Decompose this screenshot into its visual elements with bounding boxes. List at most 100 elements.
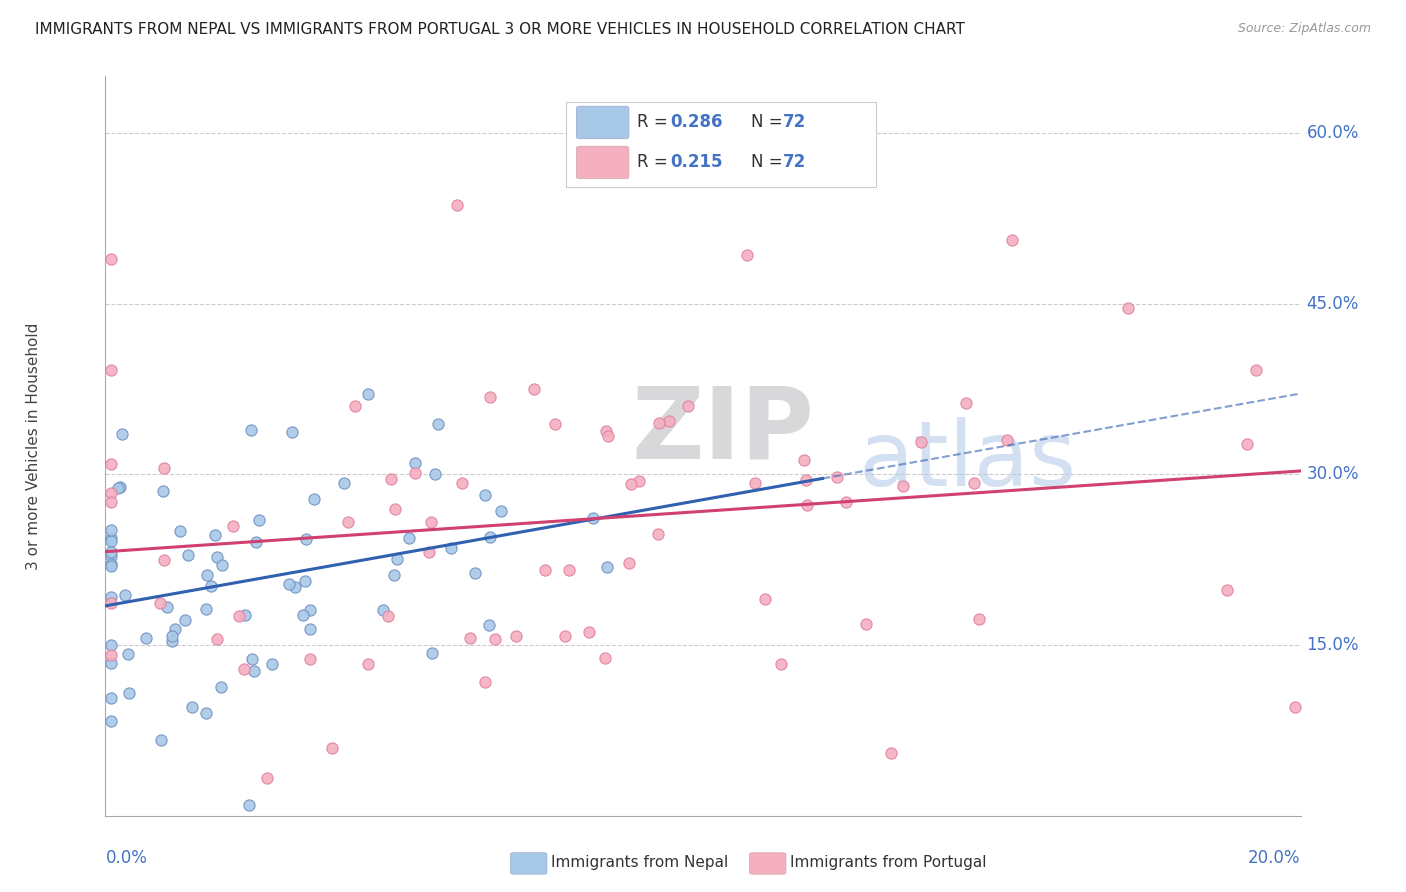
Point [243,665,266,679]
Point [100,648,122,662]
Point [357,387,380,401]
Point [135,631,157,645]
Point [153,553,176,567]
Text: 30.0%: 30.0% [1306,466,1360,483]
Point [256,772,278,786]
FancyBboxPatch shape [565,102,876,187]
Point [744,475,766,490]
Point [162,629,184,643]
Text: Immigrants from Nepal: Immigrants from Nepal [551,855,728,870]
Point [440,541,463,556]
Point [100,638,122,652]
Point [100,545,122,559]
Point [450,475,472,490]
Point [1001,233,1024,247]
Point [678,399,700,413]
Point [247,513,270,527]
Point [557,563,579,577]
Point [100,596,122,610]
Point [262,657,284,671]
Text: IMMIGRANTS FROM NEPAL VS IMMIGRANTS FROM PORTUGAL 3 OR MORE VEHICLES IN HOUSEHOL: IMMIGRANTS FROM NEPAL VS IMMIGRANTS FROM… [35,22,965,37]
Point [377,608,399,623]
Point [298,651,321,665]
Point [398,531,420,545]
Text: N =: N = [751,153,787,171]
Point [596,428,619,442]
Point [100,534,122,549]
Text: Immigrants from Portugal: Immigrants from Portugal [790,855,987,870]
Point [100,549,122,563]
Point [194,706,217,720]
Point [1244,363,1267,377]
Point [648,416,671,430]
Text: 15.0%: 15.0% [1306,636,1360,655]
Point [209,680,232,694]
Point [240,651,263,665]
Point [460,631,482,645]
Point [404,466,426,480]
Text: ZIP: ZIP [631,383,814,480]
Point [177,548,200,562]
Point [796,473,818,487]
Point [464,566,486,580]
Point [505,629,527,643]
Text: R =: R = [637,113,673,131]
Point [174,613,197,627]
Point [478,530,501,544]
Point [647,527,669,541]
Point [380,472,402,486]
Point [419,515,441,529]
Point [291,608,314,623]
Point [385,552,408,566]
Point [160,634,183,648]
Point [1116,301,1139,315]
Point [100,457,122,471]
Point [425,467,447,482]
Point [418,545,440,559]
Point [100,363,122,377]
Point [200,579,222,593]
Point [180,700,202,714]
Point [280,425,302,439]
Point [100,252,122,266]
Point [595,424,617,438]
Point [233,608,256,623]
Point [523,382,546,396]
Point [891,479,914,493]
Point [284,580,307,594]
FancyBboxPatch shape [576,146,628,178]
Point [238,797,260,812]
Point [298,622,321,636]
Text: Source: ZipAtlas.com: Source: ZipAtlas.com [1237,22,1371,36]
Point [596,559,619,574]
Point [404,457,426,471]
Point [533,562,555,576]
Text: 0.286: 0.286 [671,113,723,131]
Point [204,528,226,542]
Point [205,632,228,646]
Point [333,476,356,491]
Point [100,486,122,500]
Point [302,491,325,506]
Point [337,515,360,529]
Point [100,523,122,537]
Point [373,603,395,617]
Text: 60.0%: 60.0% [1306,124,1360,142]
Point [484,632,506,646]
Point [111,427,134,442]
Text: 45.0%: 45.0% [1306,294,1360,312]
Point [382,567,405,582]
Point [426,417,449,431]
Point [233,662,256,676]
Point [222,519,245,533]
Text: 20.0%: 20.0% [1249,849,1301,868]
Text: 72: 72 [783,113,806,131]
Point [110,480,132,494]
Point [582,511,605,525]
Point [1215,583,1237,598]
Point [100,714,122,729]
Point [910,434,932,449]
Point [118,686,141,700]
Point [239,423,262,437]
Point [195,568,218,582]
